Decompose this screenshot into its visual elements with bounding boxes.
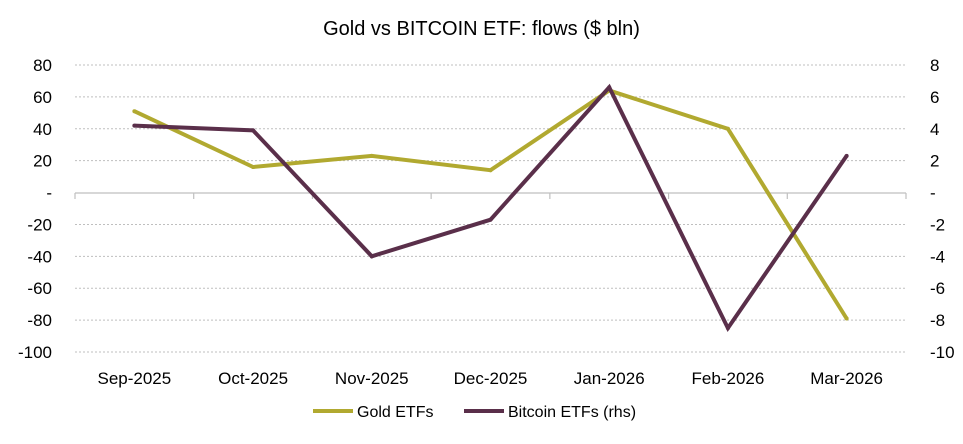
data-point-gold-etfs	[725, 126, 730, 131]
data-point-bitcoin-etfs-rhs	[251, 128, 256, 133]
chart-title: Gold vs BITCOIN ETF: flows ($ bln)	[323, 18, 640, 40]
x-tick-label: Feb-2026	[692, 369, 765, 388]
gridlines	[75, 64, 906, 353]
x-tick-label: Jan-2026	[574, 369, 645, 388]
legend-label-gold-etfs: Gold ETFs	[357, 404, 433, 421]
right-tick-label: 6	[930, 88, 939, 107]
x-tick-label: Oct-2025	[218, 369, 288, 388]
x-tick-label: Nov-2025	[335, 369, 409, 388]
data-point-bitcoin-etfs-rhs	[725, 326, 730, 331]
legend: Gold ETFs Bitcoin ETFs (rhs)	[313, 404, 636, 421]
right-tick-label: -	[930, 184, 936, 203]
right-tick-label: -10	[930, 343, 955, 362]
right-tick-label: -6	[930, 279, 945, 298]
left-tick-label: -60	[27, 279, 52, 298]
data-point-gold-etfs	[132, 109, 137, 114]
data-point-bitcoin-etfs-rhs	[132, 123, 137, 128]
right-tick-label: -2	[930, 215, 945, 234]
left-axis-ticks: 80 60 40 20 - -20 -40 -60 -80 -100	[18, 56, 52, 362]
x-tick-label: Dec-2025	[454, 369, 528, 388]
data-point-gold-etfs	[488, 168, 493, 173]
x-axis-ticks: Sep-2025 Oct-2025 Nov-2025 Dec-2025 Jan-2026…	[97, 369, 883, 388]
x-tick-label: Mar-2026	[810, 369, 883, 388]
left-tick-label: -80	[27, 311, 52, 330]
left-tick-label: 20	[33, 152, 52, 171]
data-point-gold-etfs	[251, 165, 256, 170]
series-line-gold-etfs	[133, 88, 849, 320]
data-point-bitcoin-etfs-rhs	[844, 153, 849, 158]
left-tick-label: 40	[33, 120, 52, 139]
right-tick-label: -8	[930, 311, 945, 330]
data-point-gold-etfs	[369, 153, 374, 158]
left-tick-label: -20	[27, 215, 52, 234]
data-point-bitcoin-etfs-rhs	[369, 254, 374, 259]
data-point-bitcoin-etfs-rhs	[607, 85, 612, 90]
left-tick-label: -100	[18, 343, 52, 362]
right-axis-ticks: 8 6 4 2 - -2 -4 -6 -8 -10	[930, 56, 955, 362]
data-point-gold-etfs	[844, 316, 849, 321]
left-tick-label: 80	[33, 56, 52, 75]
left-tick-label: 60	[33, 88, 52, 107]
right-tick-label: 8	[930, 56, 939, 75]
right-tick-label: 4	[930, 120, 939, 139]
x-tick-label: Sep-2025	[97, 369, 171, 388]
data-point-bitcoin-etfs-rhs	[488, 217, 493, 222]
right-tick-label: 2	[930, 152, 939, 171]
left-tick-label: -40	[27, 247, 52, 266]
legend-label-bitcoin-etfs-rhs: Bitcoin ETFs (rhs)	[508, 404, 636, 421]
left-tick-label: -	[46, 184, 52, 203]
x-axis	[74, 192, 907, 199]
series-line-bitcoin-etfs-rhs	[134, 83, 849, 333]
series-lines	[132, 83, 849, 333]
right-tick-label: -4	[930, 247, 945, 266]
